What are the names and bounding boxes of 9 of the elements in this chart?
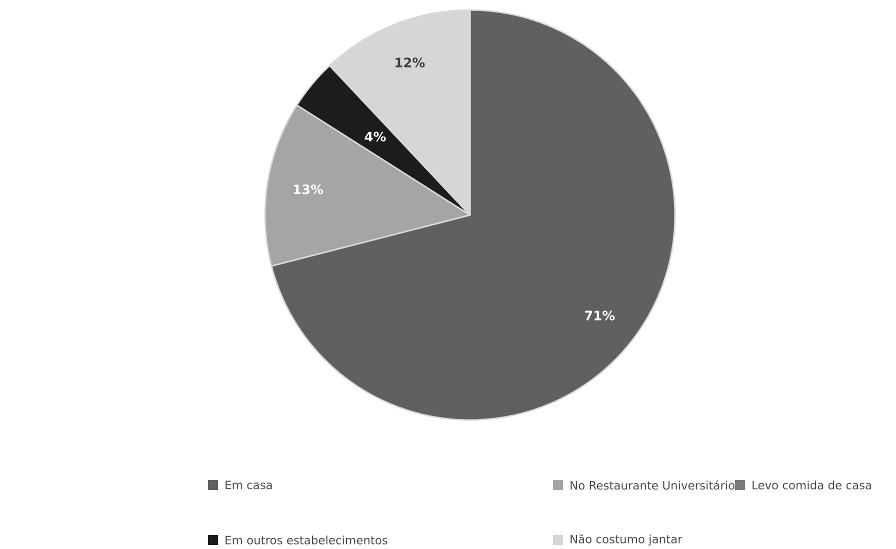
data-label: 4% xyxy=(364,132,386,142)
legend-label: No Restaurante Universitário xyxy=(570,480,734,490)
data-label: 71% xyxy=(584,310,615,320)
legend-label: Levo comida de casa xyxy=(752,480,872,490)
legend-label: Em outros estabelecimentos xyxy=(226,536,388,544)
data-label: 12% xyxy=(396,58,425,68)
data-label: 13% xyxy=(294,184,324,194)
legend-label: Em casa xyxy=(226,480,272,490)
legend-label: Não costumo jantar xyxy=(570,534,682,546)
